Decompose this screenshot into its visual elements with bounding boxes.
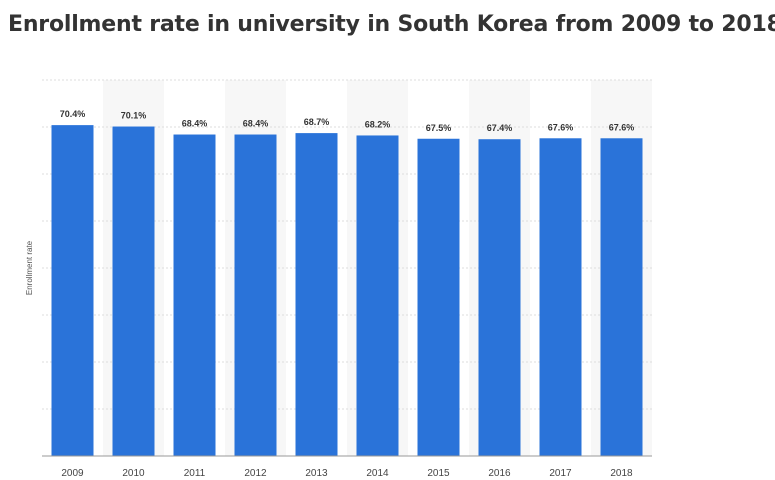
x-tick-label: 2017 <box>549 468 572 479</box>
bar-value-label: 68.7% <box>304 117 330 127</box>
bar[interactable] <box>112 126 155 456</box>
bar-value-label: 68.4% <box>243 119 269 129</box>
bar[interactable] <box>356 135 399 456</box>
x-tick-label: 2015 <box>427 468 450 479</box>
bar-value-label: 68.2% <box>365 119 391 129</box>
x-tick-label: 2014 <box>366 468 389 479</box>
bar-value-label: 70.4% <box>60 109 86 119</box>
bar-value-label: 67.6% <box>609 122 635 132</box>
bar[interactable] <box>51 125 94 457</box>
bar[interactable] <box>234 134 277 456</box>
x-tick-label: 2011 <box>184 468 206 479</box>
bar-value-label: 67.4% <box>487 123 513 133</box>
bar-value-label: 68.4% <box>182 119 208 129</box>
bar[interactable] <box>417 138 460 456</box>
bar-value-label: 67.6% <box>548 122 574 132</box>
bar[interactable] <box>600 138 643 456</box>
x-tick-label: 2009 <box>61 468 84 479</box>
y-axis-label: Enrollment rate <box>25 240 34 295</box>
bar-value-label: 67.5% <box>426 123 452 133</box>
bars <box>51 125 643 457</box>
x-tick-label: 2016 <box>488 468 511 479</box>
bar[interactable] <box>478 139 521 456</box>
x-tick-label: 2012 <box>244 468 267 479</box>
x-tick-labels: 2009 2010 2011 2012 2013 2014 2015 2016 2017 2018 <box>61 468 633 479</box>
bar[interactable] <box>173 134 216 456</box>
bar[interactable] <box>539 138 582 456</box>
x-tick-label: 2018 <box>610 468 633 479</box>
bar[interactable] <box>295 133 338 457</box>
x-tick-label: 2010 <box>122 468 145 479</box>
chart-title: Enrollment rate in university in South K… <box>8 12 775 37</box>
value-labels: 70.4% 70.1% 68.4% 68.4% 68.7% 68.2% 67.5% 67.4%… <box>60 109 635 133</box>
x-tick-label: 2013 <box>305 468 328 479</box>
bar-value-label: 70.1% <box>121 111 147 121</box>
